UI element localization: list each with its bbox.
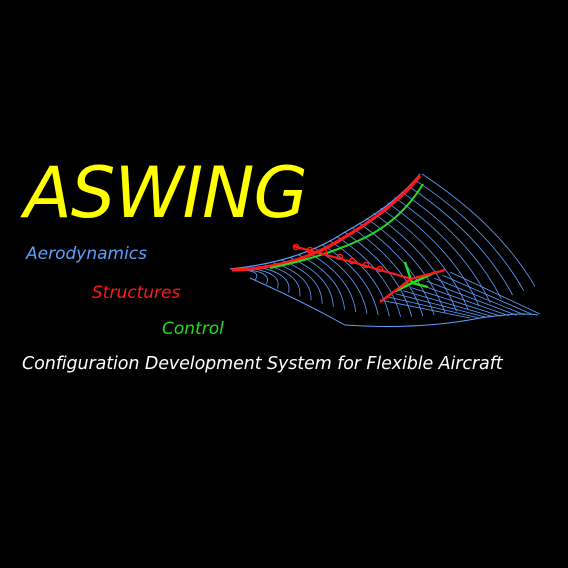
tail-panel-line bbox=[403, 290, 494, 318]
beam-nodes bbox=[292, 243, 384, 273]
tail-panel-line bbox=[410, 287, 502, 317]
structural-beam-red bbox=[231, 174, 422, 272]
wing-trailing-edge-outline bbox=[249, 277, 539, 327]
wing-panel-line bbox=[373, 212, 457, 312]
wing-panel-line bbox=[240, 269, 268, 285]
tail-panel-line bbox=[434, 277, 525, 316]
wing-panel-line bbox=[281, 259, 323, 304]
tail-beam-red bbox=[379, 268, 446, 303]
wing-panel-line bbox=[408, 185, 513, 296]
wing-panel-line bbox=[394, 197, 491, 303]
control-beam-green bbox=[269, 183, 424, 269]
wing-panel-line bbox=[414, 179, 525, 291]
wing-panel-line bbox=[336, 235, 401, 317]
wing-panel-line bbox=[351, 227, 424, 317]
tail-panel-line bbox=[442, 274, 533, 315]
fuselage-beam-red bbox=[292, 244, 413, 281]
tail-panel-line bbox=[426, 280, 517, 316]
wing-panel-line bbox=[387, 202, 480, 307]
app-title: ASWING bbox=[24, 152, 308, 234]
wing-panel-line bbox=[273, 262, 312, 301]
wing-panel-line bbox=[328, 239, 390, 317]
tagline: Configuration Development System for Fle… bbox=[22, 354, 503, 374]
tail-panel-line bbox=[379, 299, 471, 319]
tail-panel-line bbox=[418, 284, 510, 317]
control-label: Control bbox=[162, 319, 224, 339]
wing-panel-line bbox=[401, 191, 502, 300]
beam-node bbox=[336, 253, 344, 261]
wing-leading-edge-outline bbox=[229, 173, 421, 270]
wing-panel-line bbox=[321, 243, 379, 316]
beam-node bbox=[362, 261, 370, 269]
beam-node bbox=[348, 257, 356, 265]
wing-panel-line bbox=[421, 173, 536, 287]
beam-node bbox=[306, 246, 314, 254]
tail-panel-lines bbox=[379, 271, 541, 319]
wing-panel-line bbox=[265, 264, 301, 297]
tail-panel-line bbox=[387, 296, 478, 318]
structures-label: Structures bbox=[92, 283, 181, 303]
beam-node bbox=[376, 265, 384, 273]
beam-node bbox=[320, 248, 328, 256]
tail-panel-line bbox=[449, 271, 541, 315]
aerodynamics-label: Aerodynamics bbox=[26, 244, 148, 264]
tail-panel-line bbox=[395, 293, 486, 318]
beam-node bbox=[292, 243, 300, 251]
